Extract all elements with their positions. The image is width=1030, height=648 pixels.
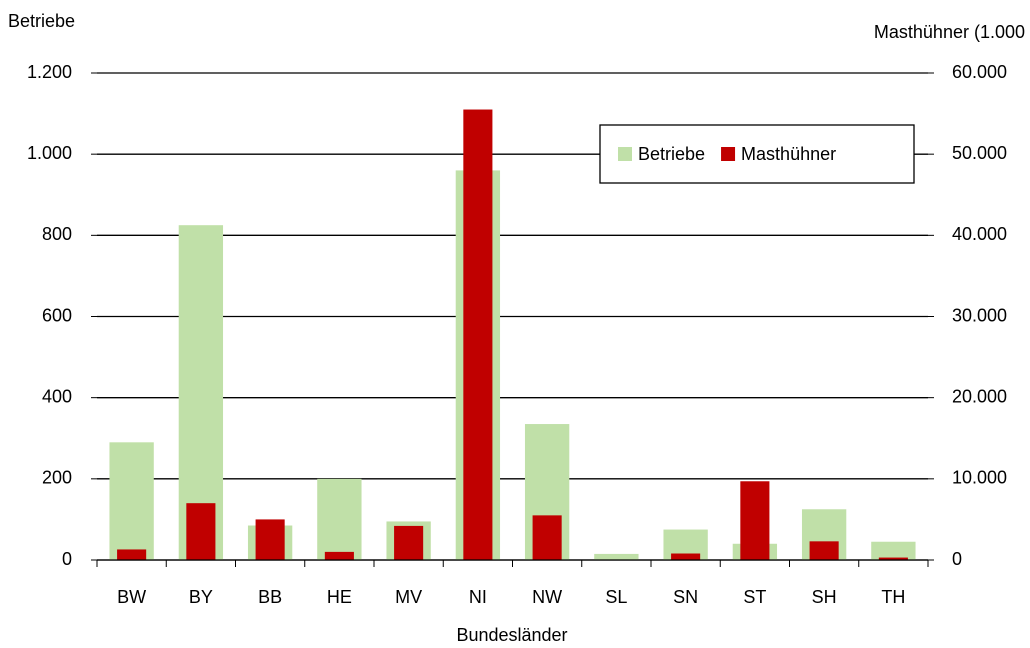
bar	[324, 551, 354, 560]
y2-tick-label: 60.000	[952, 62, 1007, 82]
x-axis-title: Bundesländer	[456, 625, 567, 645]
x-tick-label: NI	[469, 587, 487, 607]
x-tick-label: SL	[605, 587, 627, 607]
y-axis-title: Betriebe	[8, 11, 75, 31]
x-tick-label: TH	[881, 587, 905, 607]
bar	[871, 541, 916, 560]
y2-tick-label: 20.000	[952, 386, 1007, 406]
y2-tick-label: 30.000	[952, 305, 1007, 325]
bar	[186, 503, 216, 560]
x-tick-label: BB	[258, 587, 282, 607]
y-tick-label: 1.000	[27, 143, 72, 163]
bar	[671, 553, 701, 560]
legend-swatch	[618, 147, 632, 161]
x-tick-label: SN	[673, 587, 698, 607]
bar	[532, 515, 562, 560]
y2-axis-title: Masthühner (1.000	[874, 22, 1025, 42]
x-tick-label: NW	[532, 587, 562, 607]
bar	[117, 549, 147, 560]
bar	[317, 478, 362, 560]
bar	[809, 541, 839, 560]
bar	[463, 109, 493, 561]
y-tick-label: 0	[62, 549, 72, 569]
y-tick-label: 1.200	[27, 62, 72, 82]
y2-tick-label: 50.000	[952, 143, 1007, 163]
x-tick-label: MV	[395, 587, 422, 607]
bar	[878, 557, 908, 560]
bar	[740, 481, 770, 560]
legend-label: Masthühner	[741, 144, 836, 164]
x-tick-label: ST	[743, 587, 766, 607]
bar	[255, 519, 285, 560]
y2-tick-label: 0	[952, 549, 962, 569]
y-tick-label: 400	[42, 386, 72, 406]
x-tick-label: HE	[327, 587, 352, 607]
x-tick-label: SH	[812, 587, 837, 607]
y2-tick-label: 10.000	[952, 468, 1007, 488]
y-tick-label: 200	[42, 468, 72, 488]
y-tick-label: 800	[42, 224, 72, 244]
y2-tick-label: 40.000	[952, 224, 1007, 244]
legend-box	[599, 124, 915, 184]
x-tick-label: BY	[189, 587, 213, 607]
bar	[109, 442, 154, 560]
y-tick-label: 600	[42, 305, 72, 325]
x-tick-label: BW	[117, 587, 146, 607]
bar	[394, 525, 424, 560]
legend-swatch	[721, 147, 736, 161]
legend-label: Betriebe	[638, 144, 705, 164]
bar	[594, 553, 639, 560]
